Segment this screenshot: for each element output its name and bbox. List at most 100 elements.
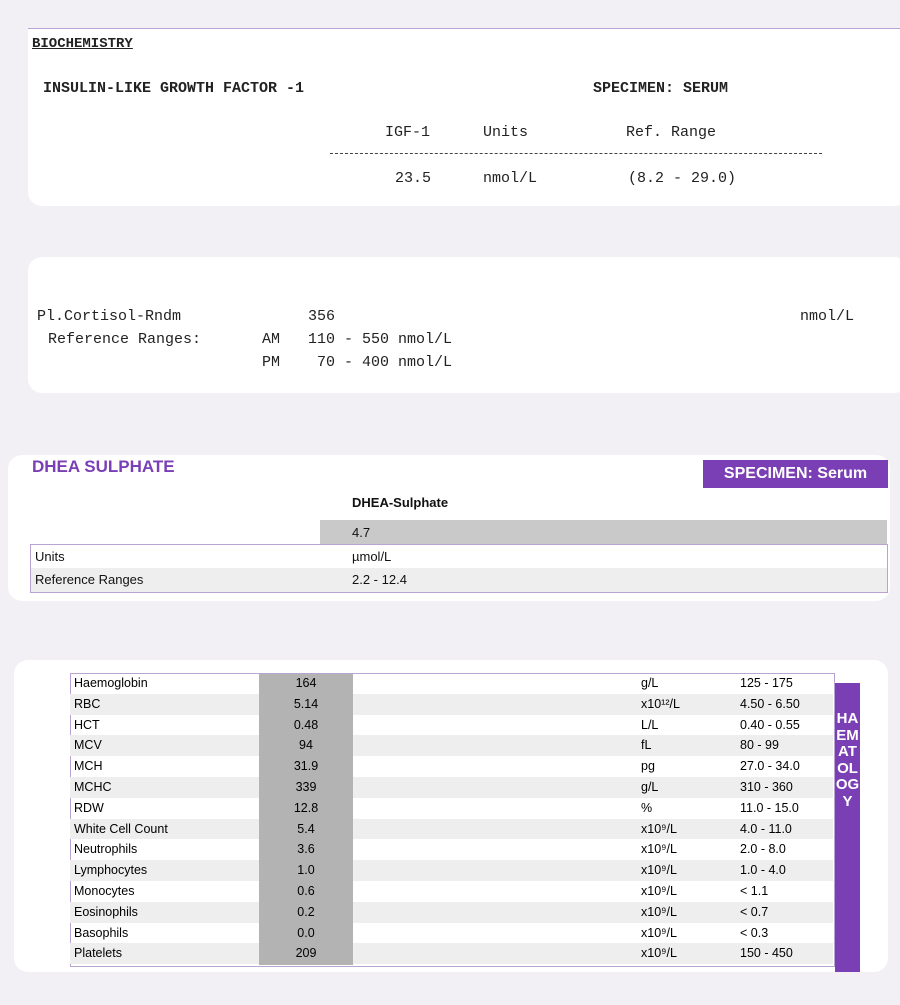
result-unit: x10⁹/L xyxy=(641,821,677,836)
result-value: 0.48 xyxy=(293,717,319,732)
result-unit: x10¹²/L xyxy=(641,696,680,711)
row-value: 2.2 - 12.4 xyxy=(352,572,407,587)
result-value: 31.9 xyxy=(293,759,319,774)
specimen-badge: SPECIMEN: Serum xyxy=(703,460,888,488)
result-range: < 0.7 xyxy=(740,904,769,919)
result-unit: x10⁹/L xyxy=(641,904,677,919)
dhea-card: DHEA SULPHATE SPECIMEN: Serum DHEA-Sulph… xyxy=(8,455,890,601)
result-unit: g/L xyxy=(641,676,659,690)
table-row: Basophils 0.0 x10⁹/L < 0.3 xyxy=(70,923,833,944)
test-name: MCH xyxy=(74,759,103,774)
result-range: 0.40 - 0.55 xyxy=(740,717,800,732)
result-value: 3.6 xyxy=(297,842,315,857)
test-name: Lymphocytes xyxy=(74,863,148,878)
result-range: 27.0 - 34.0 xyxy=(740,759,800,774)
result-unit: g/L xyxy=(641,780,659,794)
test-name: HCT xyxy=(74,717,100,732)
result-range: 80 - 99 xyxy=(740,738,779,753)
range-period: PM xyxy=(262,354,281,371)
result-value: 94 xyxy=(299,738,313,753)
result-range: 125 - 175 xyxy=(740,676,793,690)
test-name: RBC xyxy=(74,696,101,711)
result-value: 5.14 xyxy=(293,696,319,711)
side-label: HAEMATOLOGY xyxy=(835,683,860,972)
table-row: Platelets 209 x10⁹/L 150 - 450 xyxy=(70,943,833,965)
section-heading: BIOCHEMISTRY xyxy=(32,36,133,52)
result-range: (8.2 - 29.0) xyxy=(628,170,737,187)
result-unit: nmol/L xyxy=(800,308,855,325)
result-value: 0.2 xyxy=(297,904,315,919)
test-name: Basophils xyxy=(74,925,129,940)
test-name: Eosinophils xyxy=(74,904,138,919)
result-range: 2.0 - 8.0 xyxy=(740,842,786,857)
result-value: 0.6 xyxy=(297,884,315,898)
table-row: HCT 0.48 L/L 0.40 - 0.55 xyxy=(70,715,833,736)
result-value: 1.0 xyxy=(297,863,315,878)
result-unit: x10⁹/L xyxy=(641,863,677,878)
divider xyxy=(330,153,822,154)
test-name: Pl.Cortisol-Rndm xyxy=(37,308,182,325)
result-value: 164 xyxy=(295,676,317,690)
result-range: 4.50 - 6.50 xyxy=(740,696,800,711)
result-unit: x10⁹/L xyxy=(641,946,677,961)
row-label: Units xyxy=(35,549,65,564)
biochemistry-card: BIOCHEMISTRY INSULIN-LIKE GROWTH FACTOR … xyxy=(28,28,900,206)
value-bar: 4.7 xyxy=(320,520,887,544)
result-value: 356 xyxy=(308,308,336,325)
table-row: Reference Ranges 2.2 - 12.4 xyxy=(30,568,888,593)
table-row: RBC 5.14 x10¹²/L 4.50 - 6.50 xyxy=(70,693,833,715)
result-value: 12.8 xyxy=(293,800,319,815)
cortisol-card: Pl.Cortisol-Rndm 356 nmol/L Reference Ra… xyxy=(28,257,900,393)
table-row: Eosinophils 0.2 x10⁹/L < 0.7 xyxy=(70,901,833,923)
table-row: Units µmol/L xyxy=(30,544,888,569)
table-row: MCV 94 fL 80 - 99 xyxy=(70,735,833,757)
range-value: 70 - 400 nmol/L xyxy=(317,354,453,371)
row-value: µmol/L xyxy=(352,549,392,564)
result-unit: fL xyxy=(641,738,652,753)
table-row: RDW 12.8% 11.0 - 15.0 xyxy=(70,798,833,819)
range-period: AM xyxy=(262,331,281,348)
result-range: 11.0 - 15.0 xyxy=(740,800,799,815)
test-name: Neutrophils xyxy=(74,842,138,857)
column-header: Ref. Range xyxy=(626,124,717,141)
result-value: 5.4 xyxy=(297,821,315,836)
reference-label: Reference Ranges: xyxy=(48,331,202,348)
result-range: 310 - 360 xyxy=(740,780,793,794)
result-unit: pg xyxy=(641,759,655,774)
table-row: Monocytes 0.6 x10⁹/L < 1.1 xyxy=(70,881,833,902)
result-value: 0.0 xyxy=(297,925,315,940)
test-name: RDW xyxy=(74,800,104,815)
range-value: 110 - 550 nmol/L xyxy=(308,331,453,348)
test-name: Platelets xyxy=(74,946,122,961)
section-title: DHEA SULPHATE xyxy=(32,457,175,476)
column-header: Units xyxy=(483,124,529,141)
test-name: White Cell Count xyxy=(74,821,168,836)
specimen: SPECIMEN: SERUM xyxy=(593,80,729,97)
result-unit: x10⁹/L xyxy=(641,925,677,940)
result-range: 1.0 - 4.0 xyxy=(740,863,786,878)
haematology-card: Haemoglobin 164 g/L 125 - 175 RBC 5.14 x10¹²/L… xyxy=(14,660,888,972)
result-unit: x10⁹/L xyxy=(641,884,677,898)
result-unit: x10⁹/L xyxy=(641,842,677,857)
result-unit: % xyxy=(641,800,653,815)
column-header: DHEA-Sulphate xyxy=(352,495,449,510)
result-value: 4.7 xyxy=(352,525,371,540)
result-value: 209 xyxy=(295,946,317,961)
test-name: Haemoglobin xyxy=(74,676,148,690)
column-header: IGF-1 xyxy=(385,124,431,141)
test-name: MCV xyxy=(74,738,102,753)
table-row: Haemoglobin 164 g/L 125 - 175 xyxy=(70,673,833,694)
table-row: Lymphocytes 1.0 x10⁹/L 1.0 - 4.0 xyxy=(70,860,833,881)
table-row: White Cell Count 5.4 x10⁹/L 4.0 - 11.0 xyxy=(70,818,833,840)
row-label: Reference Ranges xyxy=(35,572,144,587)
result-range: < 0.3 xyxy=(740,925,769,940)
table-row: MCH 31.9 pg 27.0 - 34.0 xyxy=(70,756,833,777)
result-range: 4.0 - 11.0 xyxy=(740,821,792,836)
result-range: 150 - 450 xyxy=(740,946,793,961)
test-name: INSULIN-LIKE GROWTH FACTOR -1 xyxy=(43,80,305,97)
test-name: MCHC xyxy=(74,780,112,794)
result-range: < 1.1 xyxy=(740,884,769,898)
table-row: Neutrophils 3.6 x10⁹/L 2.0 - 8.0 xyxy=(70,839,833,860)
result-value: 339 xyxy=(295,780,317,794)
